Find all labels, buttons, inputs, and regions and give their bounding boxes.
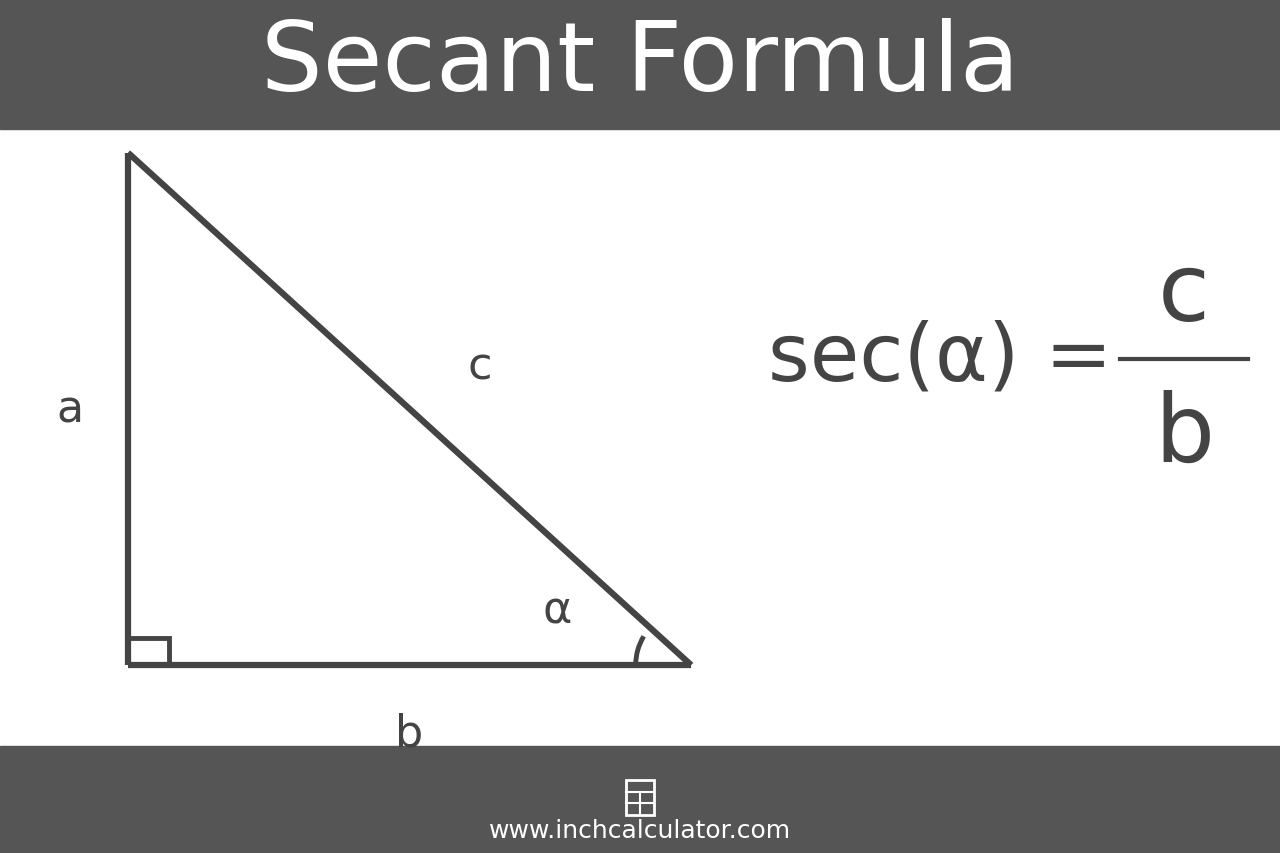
Text: a: a <box>56 388 84 431</box>
Text: sec(α) =: sec(α) = <box>768 319 1112 397</box>
Text: c: c <box>467 345 493 388</box>
Bar <box>0 130 1280 746</box>
Text: Secant Formula: Secant Formula <box>261 19 1019 111</box>
Bar <box>0 746 1280 853</box>
Bar <box>0 0 1280 130</box>
Text: www.inchcalculator.com: www.inchcalculator.com <box>489 817 791 842</box>
Text: α: α <box>543 589 571 631</box>
Text: c: c <box>1158 248 1210 340</box>
FancyBboxPatch shape <box>626 780 654 815</box>
Text: b: b <box>396 712 424 755</box>
Text: b: b <box>1155 389 1213 481</box>
